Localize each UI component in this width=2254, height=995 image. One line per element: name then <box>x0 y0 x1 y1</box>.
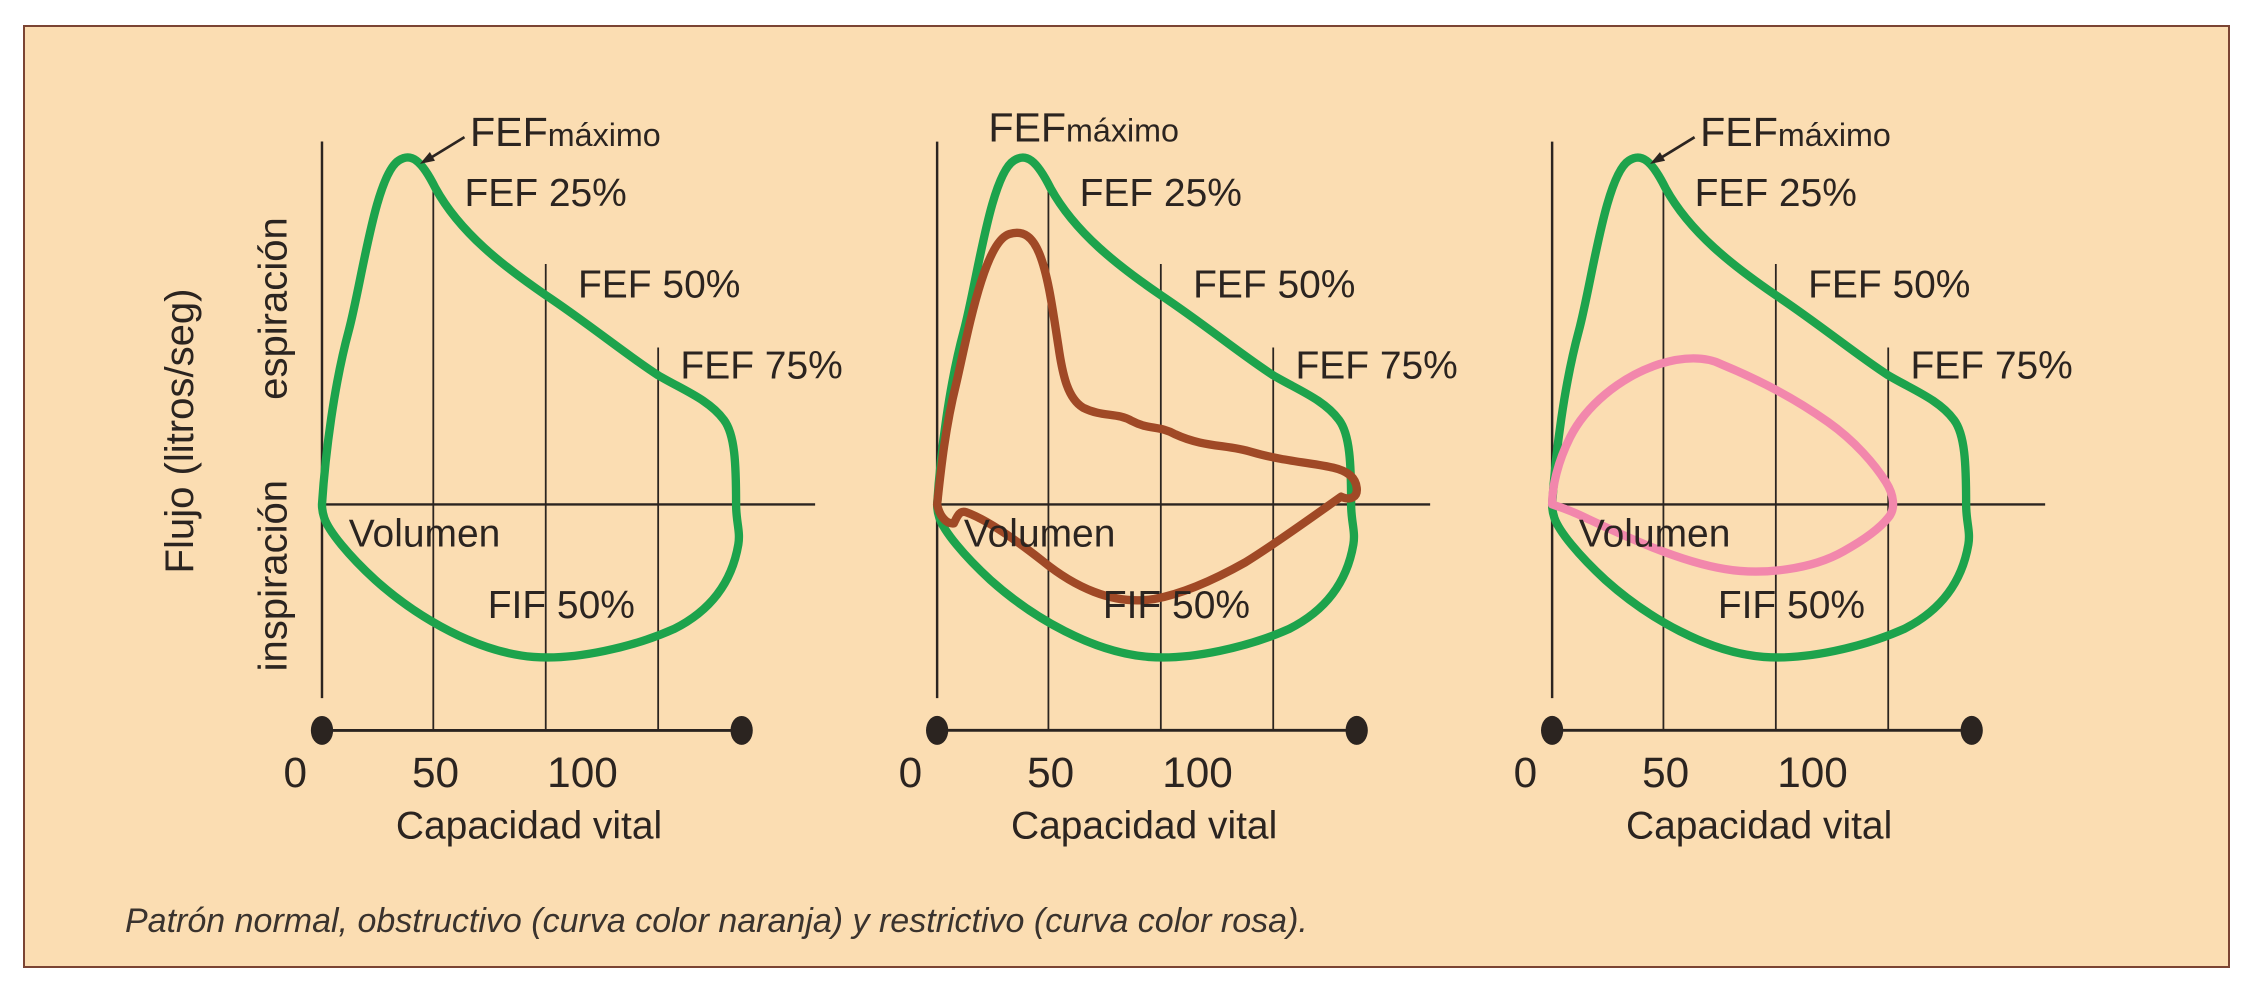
espiracion-label: espiración <box>251 217 295 400</box>
fef50-label: FEF 50% <box>578 263 740 306</box>
endpoint-dot-left <box>926 715 949 745</box>
x-axis-label: Capacidad vital <box>1011 804 1277 847</box>
x-tick-100: 100 <box>1162 749 1233 796</box>
x-axis-label: Capacidad vital <box>1626 804 1892 847</box>
fef25-label: FEF 25% <box>1080 172 1242 215</box>
chart-restrictive: FEFmáximo FEF 25% FEF 50% FEF 75% Volume… <box>1514 109 2073 847</box>
fef25-label: FEF 25% <box>1695 172 1857 215</box>
fefmax-label: FEFmáximo <box>988 105 1179 151</box>
x-tick-100: 100 <box>547 749 618 796</box>
chart-normal: FEFmáximo FEF 25% FEF 50% FEF 75% Volume… <box>158 109 843 847</box>
fefmax-label: FEFmáximo <box>1700 109 1891 155</box>
fef50-label: FEF 50% <box>1808 263 1970 306</box>
endpoint-dot-left <box>310 715 334 745</box>
fef50-label: FEF 50% <box>1193 263 1355 306</box>
fefmax-arrowhead <box>419 152 435 164</box>
fefmax-arrowhead <box>1650 152 1666 164</box>
endpoint-dot-right <box>730 715 753 745</box>
fefmax-label: FEFmáximo <box>470 109 661 155</box>
obstructive-loop-curve <box>932 228 1361 605</box>
volumen-label: Volumen <box>349 513 501 556</box>
restrictive-loop-curve <box>1547 354 1898 576</box>
fef75-label: FEF 75% <box>680 345 842 388</box>
fefmax-arrow <box>1659 136 1696 160</box>
normal-loop-curve <box>932 153 1359 662</box>
fif50-label: FIF 50% <box>488 584 635 627</box>
x-tick-50: 50 <box>1027 749 1074 796</box>
endpoint-dot-right <box>1345 715 1368 745</box>
fif50-label: FIF 50% <box>1718 584 1865 627</box>
x-tick-0: 0 <box>899 749 923 796</box>
fef75-label: FEF 75% <box>1295 345 1457 388</box>
x-tick-100: 100 <box>1777 749 1848 796</box>
volumen-label: Volumen <box>964 513 1116 556</box>
x-tick-0: 0 <box>284 749 308 796</box>
figure-caption: Patrón normal, obstructivo (curva color … <box>125 902 1308 940</box>
volumen-label: Volumen <box>1579 513 1731 556</box>
x-axis-label: Capacidad vital <box>396 804 662 847</box>
x-tick-0: 0 <box>1514 749 1538 796</box>
x-tick-50: 50 <box>1642 749 1689 796</box>
fefmax-arrow <box>429 135 466 160</box>
chart-obstructive: FEFmáximo FEF 25% FEF 50% FEF 75% Volume… <box>899 105 1458 848</box>
fef25-label: FEF 25% <box>464 172 626 215</box>
y-axis-label: Flujo (litros/seg) <box>158 288 202 573</box>
figure-panel: FEFmáximo FEF 25% FEF 50% FEF 75% Volume… <box>23 25 2230 968</box>
inspiracion-label: inspiración <box>251 480 295 672</box>
endpoint-dot-right <box>1960 715 1983 745</box>
x-tick-50: 50 <box>412 749 459 796</box>
fef75-label: FEF 75% <box>1910 345 2072 388</box>
normal-loop-curve <box>1547 153 1974 662</box>
endpoint-dot-left <box>1541 715 1564 745</box>
fif50-label: FIF 50% <box>1103 584 1250 627</box>
normal-loop-curve <box>317 153 744 662</box>
